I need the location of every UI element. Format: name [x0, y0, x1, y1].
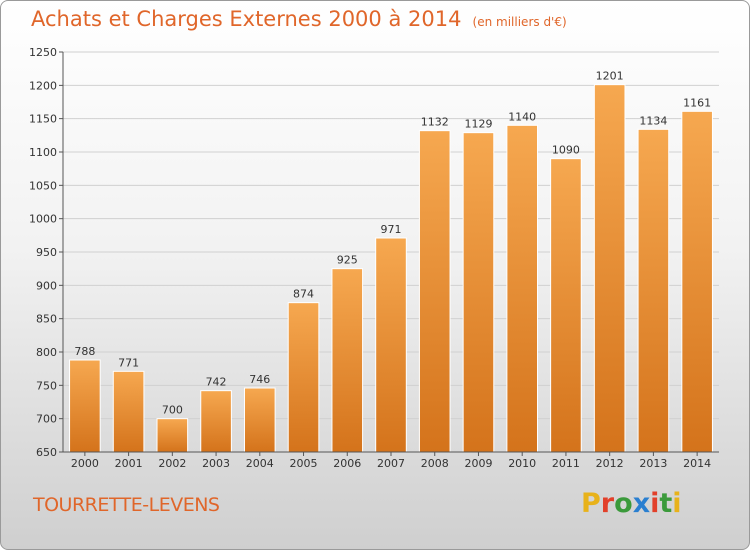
bar-2005 [287, 302, 320, 453]
data-label-2013: 1134 [639, 114, 667, 127]
x-tick-label-2004: 2004 [246, 457, 274, 470]
data-label-2009: 1129 [464, 118, 492, 131]
y-tick-label: 1000 [29, 213, 57, 226]
y-tick-label: 1100 [29, 146, 57, 159]
y-tick-label: 1050 [29, 179, 57, 192]
bar-2000 [69, 359, 101, 453]
x-tick-label-2002: 2002 [158, 457, 186, 470]
x-tick-label-2012: 2012 [596, 457, 624, 470]
bar-2011 [550, 158, 582, 453]
bar-2013 [637, 128, 670, 453]
bar-2008 [418, 130, 451, 453]
x-tick-label-2005: 2005 [290, 457, 318, 470]
bar-2001 [112, 370, 145, 453]
bar-2004 [243, 387, 276, 453]
bars: 788 771 700 742 746 874 925 971 1132 1129 1140 1090… [69, 70, 713, 453]
data-label-2001: 771 [118, 356, 139, 369]
data-label-2007: 971 [381, 223, 402, 236]
x-tick-label-2010: 2010 [508, 457, 536, 470]
data-label-2008: 1132 [421, 116, 449, 129]
x-tick-label-2006: 2006 [333, 457, 361, 470]
y-tick-label: 700 [36, 413, 57, 426]
x-tick-label-2003: 2003 [202, 457, 230, 470]
y-tick-label: 1150 [29, 113, 57, 126]
data-label-2000: 788 [74, 345, 95, 358]
bar-2002 [156, 418, 189, 453]
data-label-2010: 1140 [508, 110, 536, 123]
x-tick-label-2013: 2013 [639, 457, 667, 470]
x-tick-label-2014: 2014 [683, 457, 711, 470]
bar-2014 [681, 110, 713, 453]
x-tick-label-2011: 2011 [552, 457, 580, 470]
bar-2007 [375, 237, 407, 453]
logo-letter: t [659, 488, 673, 519]
y-tick-label: 750 [36, 379, 57, 392]
bar-2009 [462, 132, 495, 453]
logo-letter: i [650, 488, 660, 519]
bar-2012 [593, 84, 626, 453]
data-label-2012: 1201 [596, 70, 624, 83]
chart-subtitle: (en milliers d'€) [472, 15, 567, 29]
x-tick-label-2008: 2008 [421, 457, 449, 470]
chart-title: Achats et Charges Externes 2000 à 2014 [31, 7, 462, 31]
data-label-2006: 925 [337, 254, 358, 267]
y-tick-label: 650 [36, 446, 57, 459]
y-tick-label: 1200 [29, 79, 57, 92]
y-tick-label: 850 [36, 313, 57, 326]
x-tick-label-2009: 2009 [464, 457, 492, 470]
data-label-2011: 1090 [552, 144, 580, 157]
commune-name: TOURRETTE-LEVENS [33, 494, 220, 516]
y-tick-label: 950 [36, 246, 57, 259]
logo-letter: o [614, 488, 633, 519]
y-tick-label: 1250 [29, 46, 57, 59]
proxiti-logo: Proxiti [581, 488, 682, 519]
chart-title-block: Achats et Charges Externes 2000 à 2014 (… [31, 7, 567, 31]
logo-letter: x [632, 488, 651, 519]
logo-letter: r [600, 488, 615, 519]
x-tick-label-2001: 2001 [115, 457, 143, 470]
bar-2010 [506, 124, 539, 453]
data-label-2002: 700 [162, 404, 183, 417]
data-label-2004: 746 [249, 373, 270, 386]
logo-letter: P [581, 488, 601, 519]
y-tick-label: 800 [36, 346, 57, 359]
x-tick-label-2000: 2000 [71, 457, 99, 470]
x-tick-label-2007: 2007 [377, 457, 405, 470]
data-label-2014: 1161 [683, 96, 711, 109]
logo-letter: i [672, 488, 682, 519]
bar-2003 [200, 390, 232, 453]
bar-2006 [331, 268, 364, 453]
y-tick-label: 900 [36, 279, 57, 292]
data-label-2005: 874 [293, 288, 314, 301]
data-label-2003: 742 [206, 376, 227, 389]
axes: 650 700 750 800 850 900 950 1000 1050 1100 1150 120… [29, 46, 719, 470]
